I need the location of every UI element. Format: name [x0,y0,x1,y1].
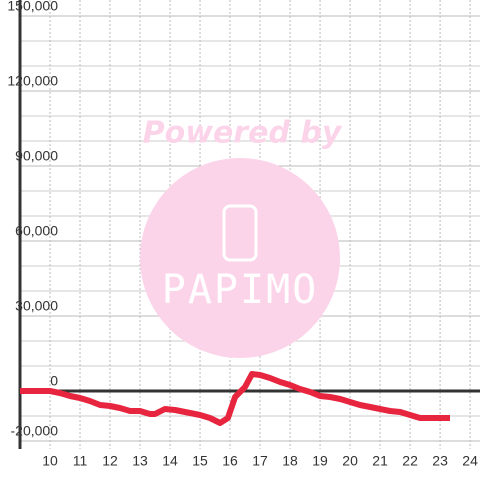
watermark-brand: PAPIMO [162,267,319,313]
x-tick-label: 17 [252,453,268,469]
x-tick-label: 12 [102,453,118,469]
x-tick-label: 18 [282,453,298,469]
x-tick-label: 22 [402,453,418,469]
x-tick-label: 13 [132,453,148,469]
x-tick-label: 15 [192,453,208,469]
watermark-circle [140,158,340,358]
x-tick-label: 23 [432,453,448,469]
watermark-title: Powered by [143,116,343,151]
x-tick-label: 24 [462,453,478,469]
y-tick-label: -20,000 [11,423,59,439]
y-tick-label: 0 [50,373,58,389]
x-tick-label: 16 [222,453,238,469]
watermark: Powered by PAPIMO [140,116,343,358]
y-tick-label: 150,000 [7,0,58,14]
x-tick-label: 14 [162,453,178,469]
y-tick-label: 60,000 [15,223,58,239]
x-tick-label: 11 [73,453,88,469]
x-tick-label: 21 [372,453,388,469]
x-tick-label: 20 [342,453,358,469]
y-tick-label: 30,000 [15,298,58,314]
phone-icon [222,204,258,262]
x-tick-label: 10 [42,453,58,469]
data-line [20,371,450,426]
x-tick-label: 19 [312,453,328,469]
y-tick-label: 120,000 [7,73,58,89]
y-tick-label: 90,000 [15,148,58,164]
